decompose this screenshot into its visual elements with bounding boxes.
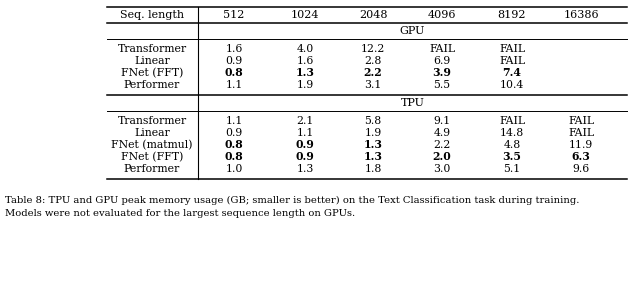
Text: Transformer: Transformer xyxy=(117,116,187,126)
Text: 14.8: 14.8 xyxy=(500,128,524,138)
Text: 0.9: 0.9 xyxy=(226,128,243,138)
Text: 8192: 8192 xyxy=(498,10,526,20)
Text: Models were not evaluated for the largest sequence length on GPUs.: Models were not evaluated for the larges… xyxy=(5,209,355,217)
Text: 5.5: 5.5 xyxy=(433,80,451,90)
Text: 1.3: 1.3 xyxy=(363,139,383,151)
Text: 0.9: 0.9 xyxy=(296,151,314,162)
Text: 12.2: 12.2 xyxy=(361,44,385,54)
Text: 1.8: 1.8 xyxy=(364,164,381,174)
Text: Linear: Linear xyxy=(134,56,170,66)
Text: 1.6: 1.6 xyxy=(296,56,313,66)
Text: 6.9: 6.9 xyxy=(433,56,451,66)
Text: Transformer: Transformer xyxy=(117,44,187,54)
Text: 1.6: 1.6 xyxy=(226,44,243,54)
Text: FNet (FFT): FNet (FFT) xyxy=(121,68,183,78)
Text: 1.3: 1.3 xyxy=(363,151,383,162)
Text: 1.1: 1.1 xyxy=(296,128,313,138)
Text: 16386: 16386 xyxy=(563,10,599,20)
Text: 4096: 4096 xyxy=(428,10,456,20)
Text: 1.9: 1.9 xyxy=(364,128,381,138)
Text: 1.0: 1.0 xyxy=(226,164,243,174)
Text: 9.6: 9.6 xyxy=(572,164,590,174)
Text: TPU: TPU xyxy=(401,98,424,108)
Text: 1.9: 1.9 xyxy=(296,80,313,90)
Text: FNet (FFT): FNet (FFT) xyxy=(121,152,183,162)
Text: 10.4: 10.4 xyxy=(500,80,524,90)
Text: 2.0: 2.0 xyxy=(433,151,451,162)
Text: 2.2: 2.2 xyxy=(433,140,451,150)
Text: 2.2: 2.2 xyxy=(363,67,383,79)
Text: 512: 512 xyxy=(223,10,245,20)
Text: 0.8: 0.8 xyxy=(224,67,244,79)
Text: 0.9: 0.9 xyxy=(226,56,243,66)
Text: 4.0: 4.0 xyxy=(296,44,313,54)
Text: 3.9: 3.9 xyxy=(433,67,451,79)
Text: 1.1: 1.1 xyxy=(226,80,243,90)
Text: 2.1: 2.1 xyxy=(296,116,313,126)
Text: 6.3: 6.3 xyxy=(572,151,590,162)
Text: FAIL: FAIL xyxy=(499,56,525,66)
Text: 0.9: 0.9 xyxy=(296,139,314,151)
Text: 3.0: 3.0 xyxy=(433,164,451,174)
Text: 1.3: 1.3 xyxy=(296,164,313,174)
Text: 5.1: 5.1 xyxy=(503,164,520,174)
Text: Linear: Linear xyxy=(134,128,170,138)
Text: 4.8: 4.8 xyxy=(503,140,520,150)
Text: 0.8: 0.8 xyxy=(224,151,244,162)
Text: 5.8: 5.8 xyxy=(364,116,381,126)
Text: Seq. length: Seq. length xyxy=(120,10,184,20)
Text: 11.9: 11.9 xyxy=(569,140,593,150)
Text: FNet (matmul): FNet (matmul) xyxy=(112,140,193,150)
Text: 4.9: 4.9 xyxy=(433,128,451,138)
Text: 1.1: 1.1 xyxy=(226,116,243,126)
Text: FAIL: FAIL xyxy=(568,116,594,126)
Text: GPU: GPU xyxy=(400,26,425,36)
Text: FAIL: FAIL xyxy=(499,116,525,126)
Text: 1.3: 1.3 xyxy=(296,67,315,79)
Text: Table 8: TPU and GPU peak memory usage (GB; smaller is better) on the Text Class: Table 8: TPU and GPU peak memory usage (… xyxy=(5,196,579,204)
Text: FAIL: FAIL xyxy=(429,44,455,54)
Text: 2048: 2048 xyxy=(359,10,387,20)
Text: Performer: Performer xyxy=(124,80,180,90)
Text: Performer: Performer xyxy=(124,164,180,174)
Text: 1024: 1024 xyxy=(291,10,319,20)
Text: 9.1: 9.1 xyxy=(433,116,451,126)
Text: 7.4: 7.4 xyxy=(503,67,521,79)
Text: 2.8: 2.8 xyxy=(364,56,381,66)
Text: 3.5: 3.5 xyxy=(503,151,522,162)
Text: FAIL: FAIL xyxy=(499,44,525,54)
Text: 0.8: 0.8 xyxy=(224,139,244,151)
Text: FAIL: FAIL xyxy=(568,128,594,138)
Text: 3.1: 3.1 xyxy=(364,80,381,90)
